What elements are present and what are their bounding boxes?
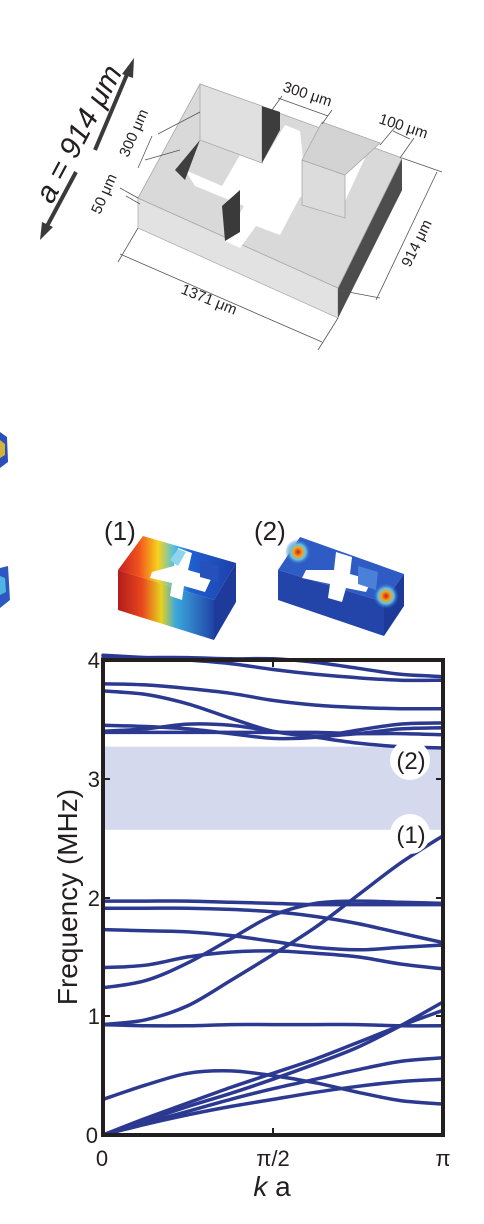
band-curve-8 (103, 901, 443, 988)
x-tick-0: 0 (96, 1146, 108, 1171)
band-annotation-1: (1) (390, 814, 430, 854)
dimension-100: 100 μm (377, 111, 430, 143)
dispersion-curves (103, 655, 443, 1135)
y-tick-1: 1 (88, 1004, 100, 1029)
x-axis-label-a: a (275, 1171, 291, 1202)
y-tick-0: 0 (86, 1123, 98, 1148)
band-label-2: (2) (396, 748, 425, 775)
mode-shape-1: (1) (104, 516, 236, 640)
band-structure-chart: 0 1 2 3 4 0 π/2 π Frequency (MHz) k a (2… (52, 648, 451, 1202)
dimension-914: 914 μm (398, 217, 435, 270)
x-tick-1: π/2 (256, 1146, 290, 1171)
dimension-1371: 1371 μm (179, 281, 240, 319)
unit-cell-diagram: a = 914 μm (29, 58, 442, 350)
left-edge-fragments (0, 432, 10, 608)
x-axis-label: k a (253, 1171, 291, 1202)
y-axis-label: Frequency (MHz) (52, 789, 83, 1005)
band-curve-11 (103, 908, 443, 942)
mode-2-label: (2) (254, 516, 286, 546)
band-curve-6 (103, 1025, 443, 1026)
band-annotation-2: (2) (390, 740, 430, 780)
band-curve-19 (103, 732, 443, 734)
band-label-1: (1) (396, 822, 425, 849)
dimension-300-top: 300 μm (281, 79, 334, 111)
dimension-50: 50 μm (88, 171, 121, 216)
dimension-300-left: 300 μm (116, 107, 152, 160)
y-tick-2: 2 (88, 886, 100, 911)
mode-shape-2: (2) (254, 516, 404, 636)
x-tick-2: π (435, 1146, 450, 1171)
y-tick-4: 4 (88, 648, 100, 673)
y-tick-3: 3 (88, 767, 100, 792)
mode-1-label: (1) (104, 516, 136, 546)
